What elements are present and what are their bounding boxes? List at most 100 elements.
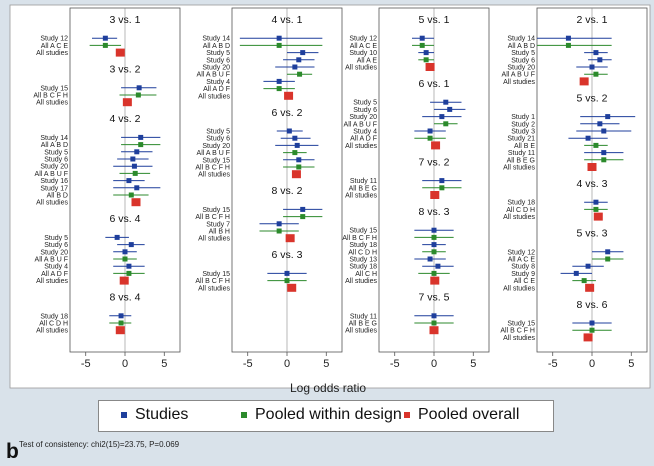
comparison-title: 7 vs. 2 [419,156,450,168]
study-marker [134,149,140,155]
study-row-label: Study 5 [44,149,68,156]
legend-label-pooled-overall: Pooled overall [418,406,520,423]
study-marker [292,135,298,141]
study-row-label: Study 9 [511,271,535,278]
comparison-title: 7 vs. 5 [419,292,450,304]
study-marker [605,114,611,120]
study-row-label: Study 15 [202,157,230,164]
study-marker [423,50,429,56]
study-marker [126,178,132,184]
study-row-label: Study 6 [206,136,230,143]
design-row-label: All A B D [41,142,68,149]
legend-marker-pooled-overall [404,411,410,418]
study-row-label: Study 5 [511,50,535,57]
design-row-label: All B C F H [500,328,535,335]
study-row-label: Study 6 [353,107,377,114]
overall-row-label: All studies [345,193,377,200]
design-row-label: All B D [47,193,68,200]
study-marker [296,157,302,163]
study-row-label: Study 21 [507,136,535,143]
study-row-label: Study 6 [44,157,68,164]
overall-row-label: All studies [198,93,230,100]
study-marker [585,263,591,269]
design-row-label: All A B D [508,43,535,50]
design-marker [300,214,306,220]
design-marker [605,256,611,262]
design-marker [443,121,449,127]
comparison-title: 8 vs. 4 [110,292,141,304]
design-row-label: All A C E [350,43,378,50]
study-marker [130,156,136,162]
study-row-label: Study 20 [507,65,535,72]
design-row-label: All A B U F [502,72,535,79]
comparison-title: 5 vs. 1 [419,14,450,26]
study-row-label: Study 4 [353,129,377,136]
design-row-label: All C H [355,271,377,278]
study-row-label: Study 12 [349,36,377,43]
comparison-title: 4 vs. 2 [110,113,141,125]
design-marker [128,192,134,198]
study-marker [286,128,292,134]
study-row-label: Study 15 [40,85,68,92]
design-marker [126,270,132,276]
comparison-title: 8 vs. 6 [577,299,608,311]
study-row-label: Study 15 [202,207,230,214]
x-axis-label: Log odds ratio [290,381,367,395]
study-row-label: Study 8 [511,264,535,271]
design-marker [565,42,571,48]
x-tick-label: 0 [589,358,595,370]
study-row-label: Study 3 [511,129,535,136]
overall-row-label: All studies [503,165,535,172]
overall-row-label: All studies [503,285,535,292]
study-marker [593,50,599,56]
design-marker [423,57,429,63]
x-tick-label: 5 [470,358,476,370]
consistency-footnote: Test of consistency: chi2(15)=23.75, P=0… [19,440,180,449]
study-marker [589,64,595,70]
design-marker [296,164,302,170]
design-row-label: All B C F H [195,165,230,172]
design-marker [439,185,445,191]
study-row-label: Study 6 [44,242,68,249]
design-marker [135,92,141,98]
study-row-label: Study 14 [40,135,68,142]
design-row-label: All A B D [203,43,230,50]
design-marker [431,234,437,240]
study-marker [427,128,433,134]
study-row-label: Study 11 [350,178,377,185]
study-marker [443,99,449,105]
study-marker [276,35,282,41]
x-tick-label: -5 [243,358,253,370]
x-tick-label: 0 [122,358,128,370]
study-marker [419,35,425,41]
study-marker [447,106,453,112]
comparison-title: 3 vs. 2 [110,64,141,76]
design-row-label: All A B U F [35,171,68,178]
design-marker [593,71,599,77]
design-marker [122,256,128,262]
design-marker [132,170,138,176]
design-row-label: All B E G [349,185,377,192]
design-marker [581,278,587,284]
study-marker [565,35,571,41]
design-marker [593,206,599,212]
panel-letter: b [6,440,19,463]
design-row-label: All A C E [41,43,69,50]
design-marker [297,71,303,77]
design-marker [431,270,437,276]
study-marker [294,142,300,148]
study-row-label: Study 13 [349,257,377,264]
study-row-label: Study 12 [40,36,68,43]
study-marker [431,242,437,248]
pooled-overall-marker [287,283,297,292]
study-row-label: Study 15 [349,228,377,235]
design-row-label: All C D H [506,207,535,214]
design-row-label: All B C F H [195,214,230,221]
overall-row-label: All studies [345,65,377,72]
study-marker [292,64,298,70]
design-marker [138,142,144,148]
design-marker [431,320,437,326]
study-row-label: Study 18 [349,242,377,249]
x-tick-label: 5 [628,358,634,370]
design-row-label: All C D H [348,249,377,256]
